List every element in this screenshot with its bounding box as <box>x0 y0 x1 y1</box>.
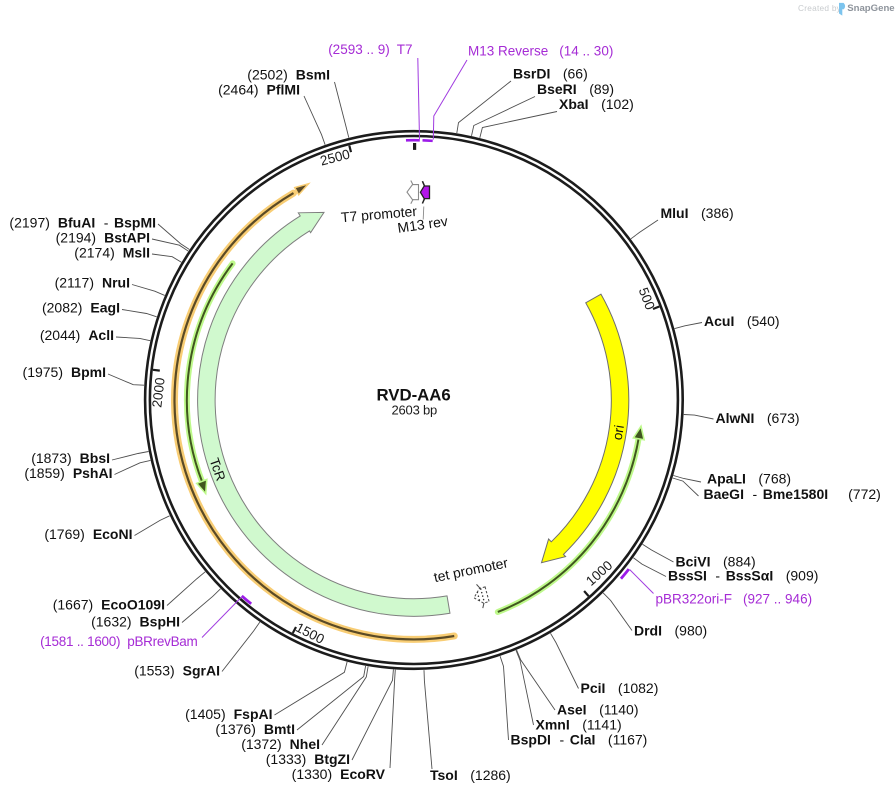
svg-text:BsrDI(66): BsrDI (66) <box>513 66 588 82</box>
svg-text:(1376)BmtI: (1376) BmtI <box>215 721 295 737</box>
svg-text:ApaLI(768): ApaLI (768) <box>707 471 791 487</box>
svg-text:pBR322ori-F(927 .. 946): pBR322ori-F (927 .. 946) <box>656 592 813 607</box>
svg-text:(1632)BspHI: (1632) BspHI <box>91 614 180 630</box>
svg-text:M13 rev: M13 rev <box>396 213 448 236</box>
svg-text:BaeGI-Bme1580I(772): BaeGI - Bme1580I (772) <box>704 486 881 502</box>
svg-text:MluI(386): MluI (386) <box>661 205 734 221</box>
svg-text:(2044)AclI: (2044) AclI <box>40 327 114 343</box>
svg-text:(2197)BfuAI-BspMI: (2197) BfuAI - BspMI <box>9 215 156 231</box>
svg-text:BseRI(89): BseRI (89) <box>537 81 614 97</box>
svg-text:(1333)BtgZI: (1333) BtgZI <box>266 751 350 767</box>
svg-text:(1581 .. 1600)pBRrevBam: (1581 .. 1600) pBRrevBam <box>40 634 197 649</box>
svg-text:(2464)PflMI: (2464) PflMI <box>218 82 300 98</box>
svg-text:(2082)EagI: (2082) EagI <box>42 300 120 316</box>
svg-text:(1667)EcoO109I: (1667) EcoO109I <box>53 597 165 613</box>
svg-text:BspDI-ClaI(1167): BspDI - ClaI (1167) <box>511 732 648 748</box>
svg-text:BssSI-BssSαI(909): BssSI - BssSαI (909) <box>668 568 818 584</box>
svg-text:ori: ori <box>610 424 627 441</box>
svg-text:BciVI(884): BciVI (884) <box>676 554 756 570</box>
svg-text:(1330)EcoRV: (1330) EcoRV <box>292 766 386 782</box>
svg-text:RVD-AA6: RVD-AA6 <box>376 385 450 404</box>
svg-text:(1372)NheI: (1372) NheI <box>241 736 320 752</box>
svg-text:2603 bp: 2603 bp <box>392 402 438 417</box>
svg-text:(1873)BbsI: (1873) BbsI <box>31 450 110 466</box>
svg-text:(2117)NruI: (2117) NruI <box>55 275 130 291</box>
svg-text:AlwNI(673): AlwNI (673) <box>716 410 800 426</box>
svg-text:(1553)SgrAI: (1553) SgrAI <box>134 663 220 679</box>
svg-text:(2174)MslI: (2174) MslI <box>74 245 150 261</box>
svg-text:DrdI(980): DrdI (980) <box>634 623 707 639</box>
svg-text:2500: 2500 <box>319 147 352 169</box>
svg-text:(1975)BpmI: (1975) BpmI <box>23 364 106 380</box>
svg-text:TcR: TcR <box>207 456 229 483</box>
svg-text:(2502)BsmI: (2502) BsmI <box>247 67 330 83</box>
svg-text:AcuI(540): AcuI (540) <box>704 313 780 329</box>
svg-text:(1769)EcoNI: (1769) EcoNI <box>44 526 132 542</box>
svg-text:XbaI(102): XbaI (102) <box>559 96 634 112</box>
svg-text:T7 promoter: T7 promoter <box>340 203 418 225</box>
svg-text:XmnI(1141): XmnI (1141) <box>536 717 622 733</box>
svg-text:SnapGene: SnapGene <box>847 3 894 14</box>
svg-text:(2194)BstAPI: (2194) BstAPI <box>56 230 150 246</box>
svg-text:M13 Reverse(14 .. 30): M13 Reverse (14 .. 30) <box>468 44 613 59</box>
svg-text:TsoI(1286): TsoI (1286) <box>430 767 511 783</box>
svg-text:(1405)FspAI: (1405) FspAI <box>185 706 272 722</box>
svg-text:(2593 .. 9)T7: (2593 .. 9) T7 <box>328 42 412 57</box>
svg-text:AseI(1140): AseI (1140) <box>557 702 639 718</box>
svg-text:2000: 2000 <box>149 377 167 409</box>
svg-text:Created by: Created by <box>798 3 842 13</box>
svg-text:(1859)PshAI: (1859) PshAI <box>24 465 112 481</box>
svg-text:PciI(1082): PciI (1082) <box>581 680 659 696</box>
